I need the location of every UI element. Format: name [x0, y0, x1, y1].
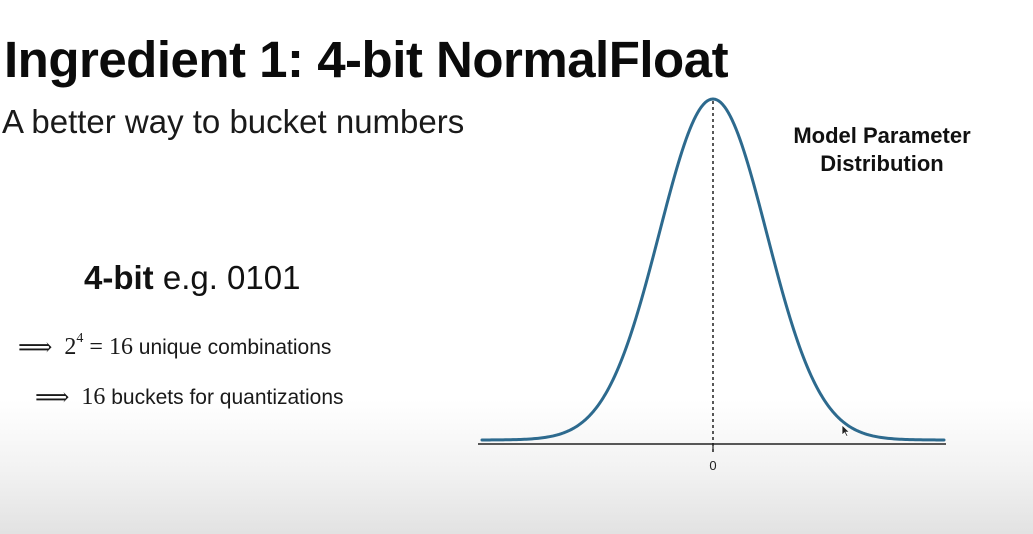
chart-title-line: Model Parameter — [793, 123, 971, 148]
bullet-text: unique combinations — [132, 336, 332, 359]
chart-title-line: Distribution — [820, 150, 944, 176]
bullet-buckets: ⟹ 16 buckets for quantizations — [35, 384, 344, 409]
bit-example: 4-bit e.g. 0101 — [84, 261, 300, 294]
bullet-text: buckets for quantizations — [105, 386, 344, 409]
normal-curve-series — [480, 97, 946, 442]
bullet-math: 24 = 16 — [64, 331, 133, 360]
bullet-math: 16 — [81, 384, 106, 410]
implies-arrow-icon: ⟹ — [18, 333, 53, 361]
slide-subtitle: A better way to bucket numbers — [2, 103, 465, 140]
bit-example-bold: 4-bit — [84, 259, 154, 296]
chart-title: Model Parameter Distribution — [770, 122, 994, 177]
bullet-combinations: ⟹ 24 = 16 unique combinations — [18, 331, 332, 361]
implies-arrow-icon: ⟹ — [35, 383, 70, 411]
mouse-cursor-icon — [841, 424, 851, 438]
math-rest: = 16 — [83, 334, 133, 360]
slide-title: Ingredient 1: 4-bit NormalFloat — [4, 31, 729, 88]
x-tick-label: 0 — [709, 458, 716, 473]
math-base: 2 — [64, 334, 77, 360]
math-exponent: 4 — [76, 331, 84, 346]
bit-example-rest: e.g. 0101 — [153, 259, 301, 296]
